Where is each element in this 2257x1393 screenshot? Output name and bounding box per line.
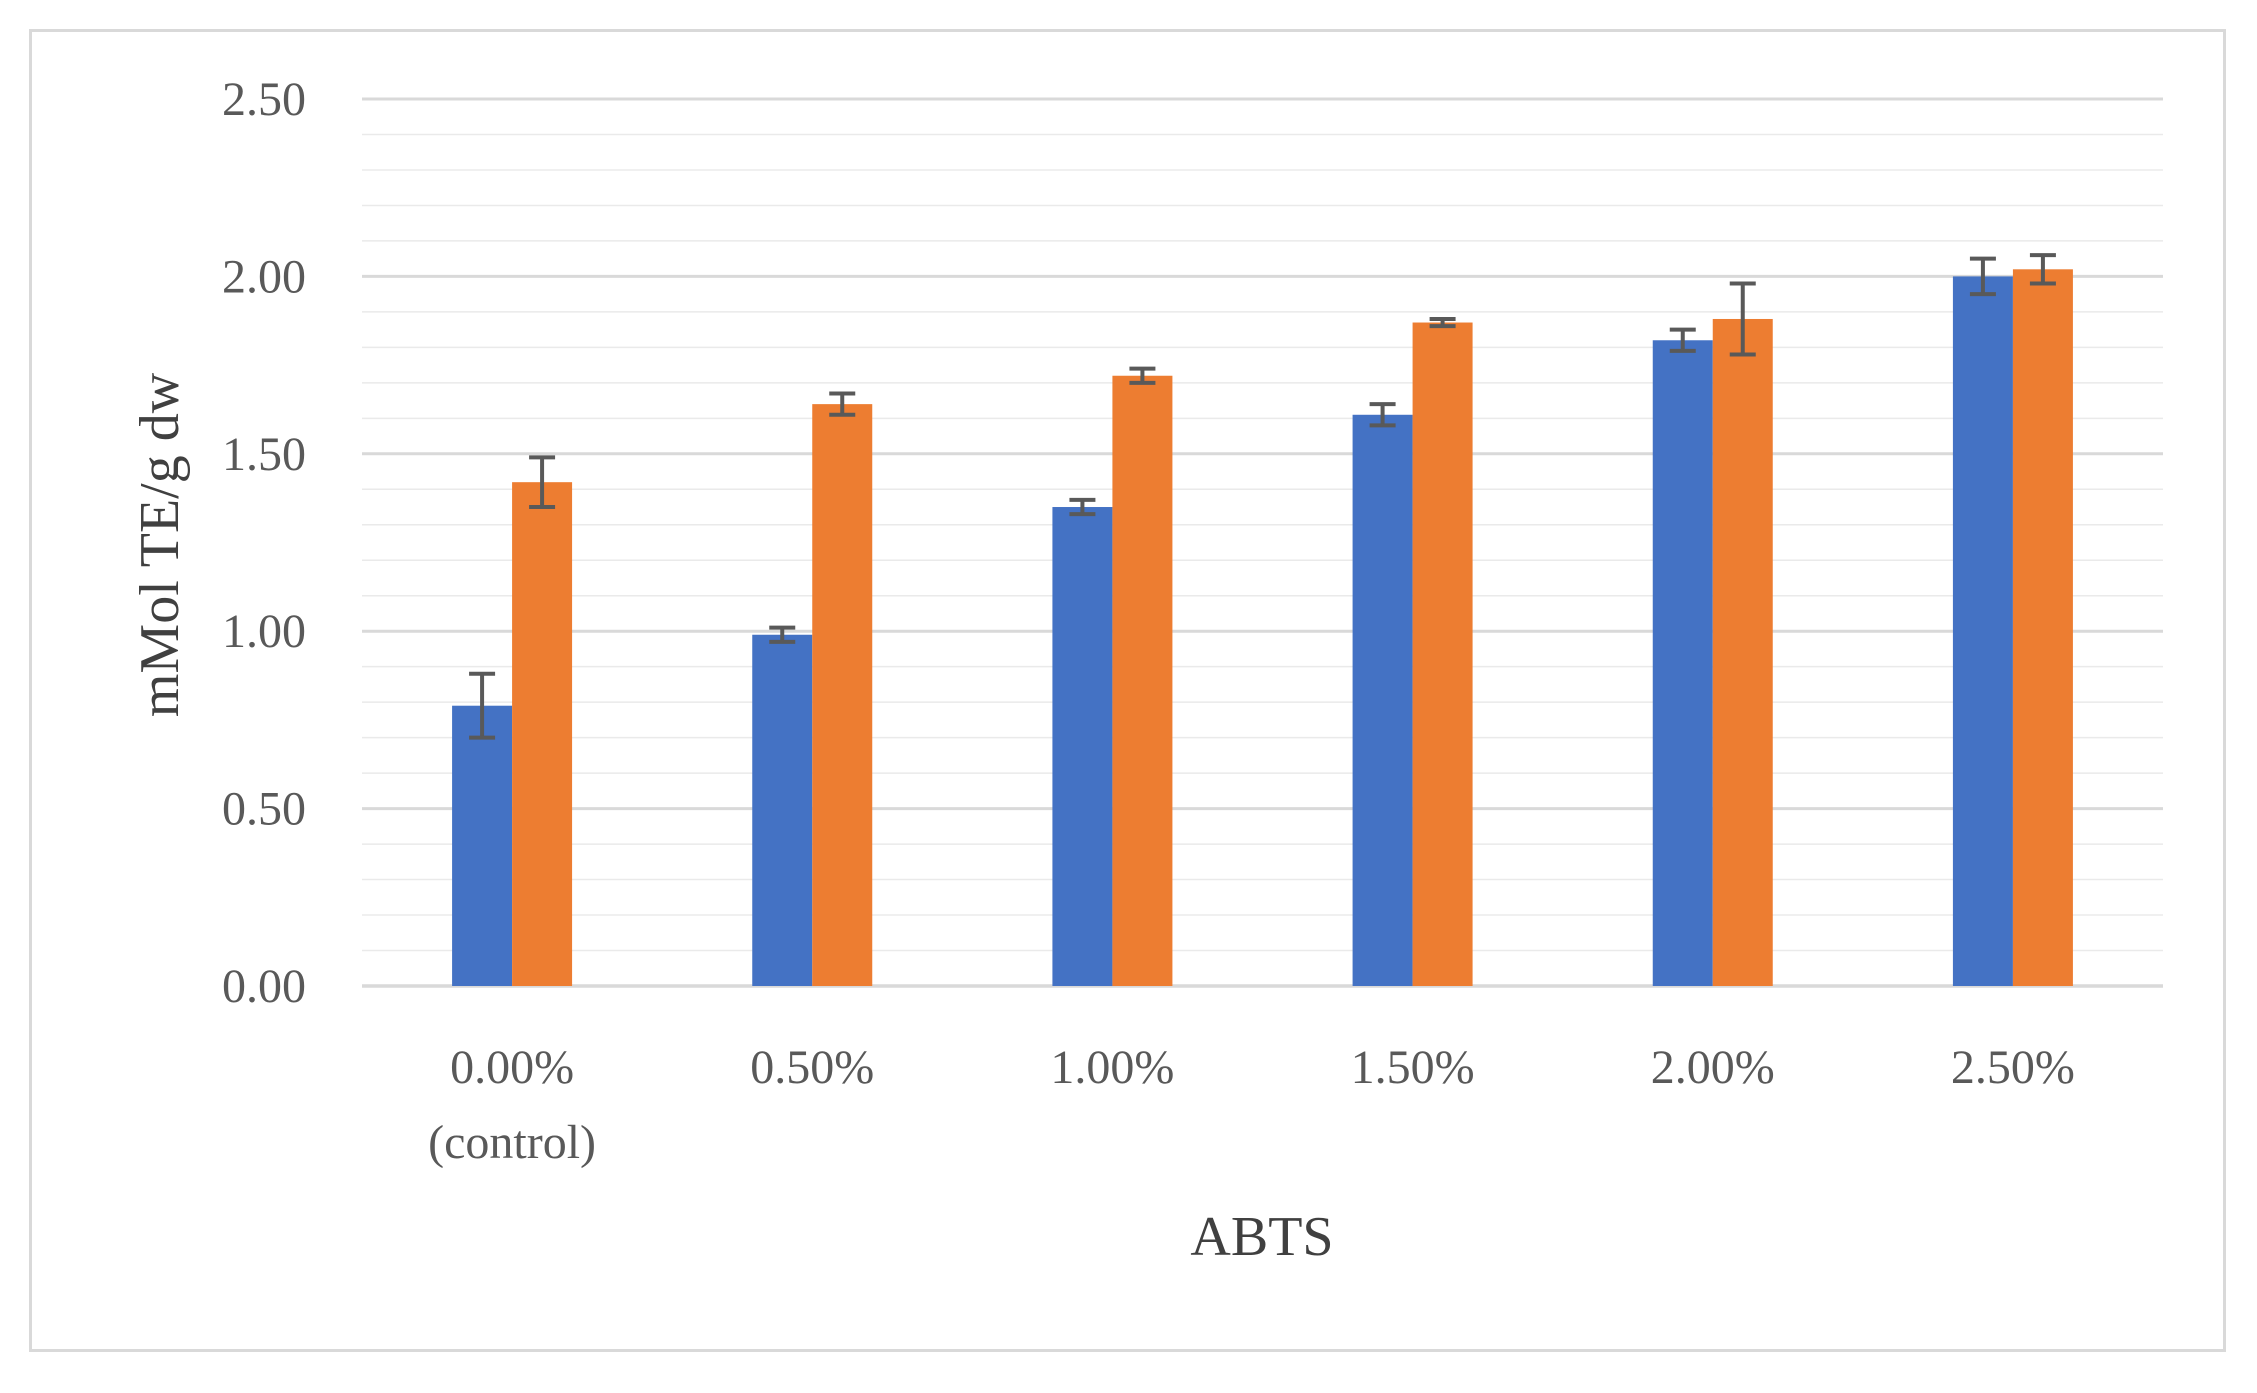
bar bbox=[1352, 414, 1413, 987]
y-tick-label: 2.50 bbox=[222, 73, 306, 126]
error-bar bbox=[829, 391, 856, 417]
bar bbox=[452, 705, 513, 986]
error-bar bbox=[1129, 366, 1156, 385]
bar bbox=[1712, 318, 1773, 986]
bar bbox=[1412, 322, 1473, 986]
y-tick-labels: 0.00 0.50 1.00 1.50 2.00 2.50 bbox=[222, 73, 306, 1013]
bar bbox=[1652, 340, 1713, 986]
error-bar bbox=[1729, 281, 1756, 357]
bar bbox=[2012, 269, 2073, 987]
error-bar bbox=[1429, 316, 1456, 329]
y-tick-label: 1.00 bbox=[222, 605, 306, 658]
y-axis-title: mMol TE/g dw bbox=[129, 372, 191, 717]
x-tick-label: 0.00% bbox=[450, 1041, 574, 1094]
x-tick-label: 2.50% bbox=[1951, 1041, 2075, 1094]
error-bar bbox=[1669, 327, 1696, 353]
y-tick-label: 0.00 bbox=[222, 960, 306, 1013]
bar bbox=[1052, 507, 1113, 986]
error-bar bbox=[2029, 253, 2056, 286]
y-tick-label: 1.50 bbox=[222, 428, 306, 481]
error-bar bbox=[1369, 402, 1396, 428]
y-tick-label: 0.50 bbox=[222, 783, 306, 836]
x-tick-label: 1.50% bbox=[1351, 1041, 1475, 1094]
error-bar bbox=[769, 625, 796, 644]
bar bbox=[1112, 375, 1173, 986]
bar bbox=[1952, 276, 2013, 986]
x-tick-labels: 0.00% (control) 0.50% 1.00% 1.50% 2.00% 2.50% bbox=[428, 1041, 2075, 1169]
error-bar bbox=[1069, 497, 1096, 517]
error-bars bbox=[469, 253, 2056, 740]
x-tick-label: 1.00% bbox=[1050, 1041, 1174, 1094]
error-bar bbox=[1969, 256, 1996, 297]
x-axis-title: ABTS bbox=[1190, 1206, 1333, 1268]
bar bbox=[512, 482, 573, 986]
x-tick-label: 0.50% bbox=[750, 1041, 874, 1094]
x-tick-label: 2.00% bbox=[1651, 1041, 1775, 1094]
bar bbox=[812, 404, 873, 986]
gridlines bbox=[362, 97, 2163, 988]
error-bar bbox=[529, 455, 556, 510]
bars bbox=[452, 269, 2073, 987]
y-tick-label: 2.00 bbox=[222, 250, 306, 303]
bar bbox=[752, 634, 813, 986]
x-tick-label: (control) bbox=[428, 1116, 596, 1169]
error-bar bbox=[469, 671, 496, 740]
